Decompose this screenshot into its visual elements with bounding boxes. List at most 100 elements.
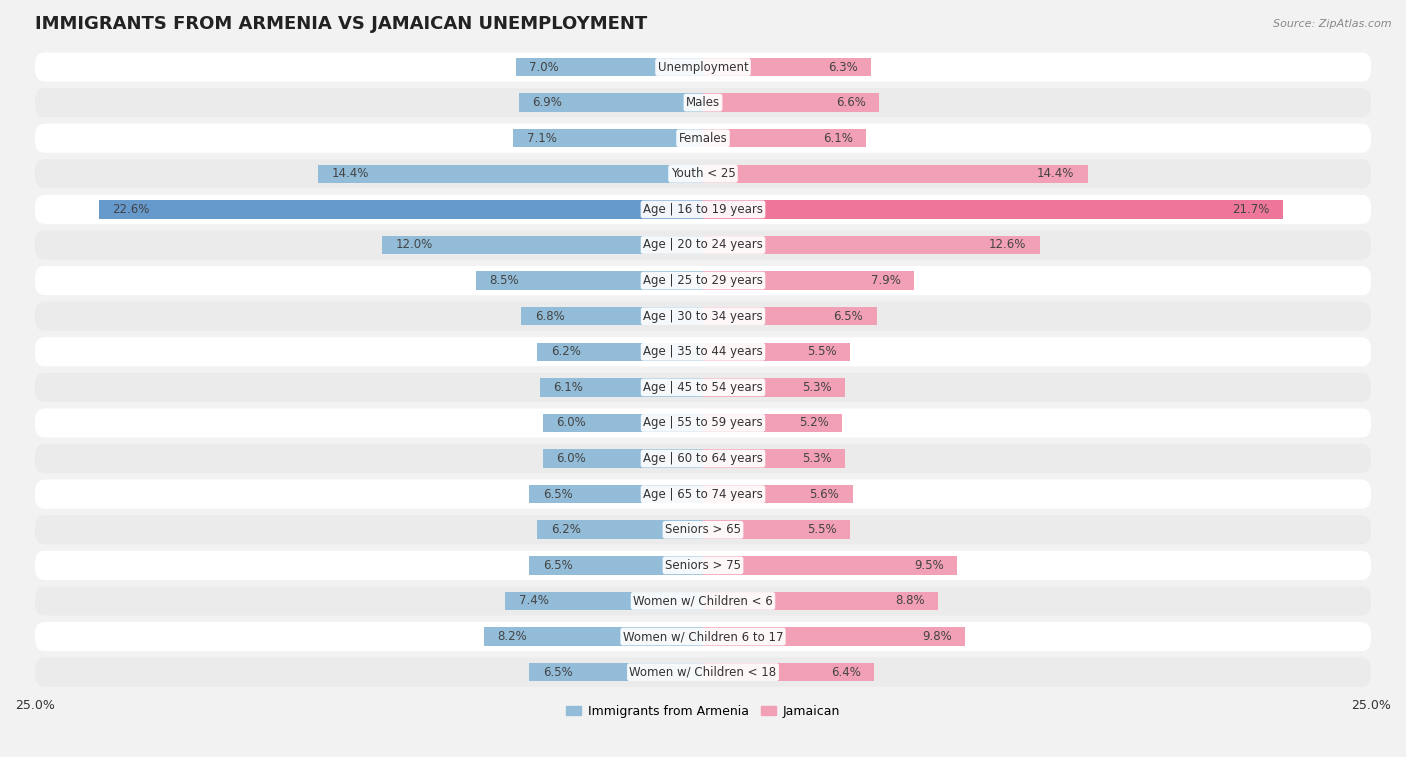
Bar (703, 414, 842, 432)
Text: Age | 16 to 19 years: Age | 16 to 19 years (643, 203, 763, 216)
Text: Seniors > 65: Seniors > 65 (665, 523, 741, 536)
Text: 6.1%: 6.1% (554, 381, 583, 394)
Bar (537, 342, 703, 361)
FancyBboxPatch shape (35, 372, 1371, 402)
Bar (703, 592, 938, 610)
Text: 5.6%: 5.6% (810, 488, 839, 500)
Text: Age | 30 to 34 years: Age | 30 to 34 years (643, 310, 763, 322)
Text: 6.1%: 6.1% (823, 132, 852, 145)
Text: 9.5%: 9.5% (914, 559, 943, 572)
Text: Women w/ Children < 18: Women w/ Children < 18 (630, 665, 776, 678)
Text: 12.6%: 12.6% (988, 238, 1026, 251)
Bar (543, 450, 703, 468)
Text: Youth < 25: Youth < 25 (671, 167, 735, 180)
Text: 6.3%: 6.3% (828, 61, 858, 73)
FancyBboxPatch shape (35, 52, 1371, 82)
Text: Age | 35 to 44 years: Age | 35 to 44 years (643, 345, 763, 358)
Text: 8.8%: 8.8% (896, 594, 925, 607)
Bar (703, 485, 852, 503)
Legend: Immigrants from Armenia, Jamaican: Immigrants from Armenia, Jamaican (561, 700, 845, 723)
Text: 6.2%: 6.2% (551, 345, 581, 358)
Text: 5.5%: 5.5% (807, 523, 837, 536)
Bar (703, 271, 914, 290)
Text: 7.4%: 7.4% (519, 594, 548, 607)
Text: 6.5%: 6.5% (543, 665, 572, 678)
Text: 9.8%: 9.8% (922, 630, 952, 643)
Bar (543, 414, 703, 432)
Text: Age | 55 to 59 years: Age | 55 to 59 years (643, 416, 763, 429)
Bar (529, 485, 703, 503)
Bar (537, 521, 703, 539)
Text: 6.9%: 6.9% (531, 96, 562, 109)
Text: 7.1%: 7.1% (527, 132, 557, 145)
Text: Age | 25 to 29 years: Age | 25 to 29 years (643, 274, 763, 287)
Text: 5.3%: 5.3% (801, 452, 831, 465)
Text: Age | 60 to 64 years: Age | 60 to 64 years (643, 452, 763, 465)
Bar (703, 378, 845, 397)
Bar (703, 663, 875, 681)
Text: 6.8%: 6.8% (534, 310, 564, 322)
FancyBboxPatch shape (35, 159, 1371, 188)
Bar (703, 342, 851, 361)
Text: 22.6%: 22.6% (112, 203, 150, 216)
Text: 8.5%: 8.5% (489, 274, 519, 287)
Text: 14.4%: 14.4% (1038, 167, 1074, 180)
FancyBboxPatch shape (35, 551, 1371, 580)
Bar (703, 628, 965, 646)
FancyBboxPatch shape (35, 301, 1371, 331)
Bar (540, 378, 703, 397)
Text: 5.3%: 5.3% (801, 381, 831, 394)
Bar (703, 556, 957, 575)
Bar (475, 271, 703, 290)
Bar (98, 200, 703, 219)
Bar (703, 58, 872, 76)
Text: 12.0%: 12.0% (395, 238, 433, 251)
FancyBboxPatch shape (35, 337, 1371, 366)
Bar (703, 521, 851, 539)
Bar (519, 93, 703, 112)
Bar (703, 235, 1039, 254)
Text: Age | 20 to 24 years: Age | 20 to 24 years (643, 238, 763, 251)
Text: 7.9%: 7.9% (870, 274, 901, 287)
Text: 6.5%: 6.5% (543, 559, 572, 572)
FancyBboxPatch shape (35, 444, 1371, 473)
FancyBboxPatch shape (35, 587, 1371, 615)
Bar (382, 235, 703, 254)
Text: 21.7%: 21.7% (1232, 203, 1270, 216)
Text: Source: ZipAtlas.com: Source: ZipAtlas.com (1274, 19, 1392, 29)
Bar (318, 164, 703, 183)
Text: Females: Females (679, 132, 727, 145)
Bar (703, 93, 879, 112)
Bar (703, 200, 1282, 219)
Text: 6.6%: 6.6% (837, 96, 866, 109)
Text: 14.4%: 14.4% (332, 167, 368, 180)
Text: 6.2%: 6.2% (551, 523, 581, 536)
FancyBboxPatch shape (35, 88, 1371, 117)
Bar (505, 592, 703, 610)
FancyBboxPatch shape (35, 230, 1371, 260)
Text: 7.0%: 7.0% (529, 61, 560, 73)
Text: Women w/ Children 6 to 17: Women w/ Children 6 to 17 (623, 630, 783, 643)
Bar (703, 450, 845, 468)
FancyBboxPatch shape (35, 516, 1371, 544)
Text: 5.5%: 5.5% (807, 345, 837, 358)
FancyBboxPatch shape (35, 658, 1371, 687)
Text: Age | 45 to 54 years: Age | 45 to 54 years (643, 381, 763, 394)
Bar (484, 628, 703, 646)
FancyBboxPatch shape (35, 266, 1371, 295)
Bar (703, 129, 866, 148)
FancyBboxPatch shape (35, 480, 1371, 509)
Text: 6.5%: 6.5% (834, 310, 863, 322)
Text: IMMIGRANTS FROM ARMENIA VS JAMAICAN UNEMPLOYMENT: IMMIGRANTS FROM ARMENIA VS JAMAICAN UNEM… (35, 15, 647, 33)
Text: 5.2%: 5.2% (799, 416, 828, 429)
Text: Unemployment: Unemployment (658, 61, 748, 73)
Text: 6.4%: 6.4% (831, 665, 860, 678)
FancyBboxPatch shape (35, 195, 1371, 224)
Bar (522, 307, 703, 326)
FancyBboxPatch shape (35, 622, 1371, 651)
Text: 6.0%: 6.0% (555, 452, 586, 465)
Bar (516, 58, 703, 76)
Text: Males: Males (686, 96, 720, 109)
Text: 6.5%: 6.5% (543, 488, 572, 500)
Text: 8.2%: 8.2% (498, 630, 527, 643)
